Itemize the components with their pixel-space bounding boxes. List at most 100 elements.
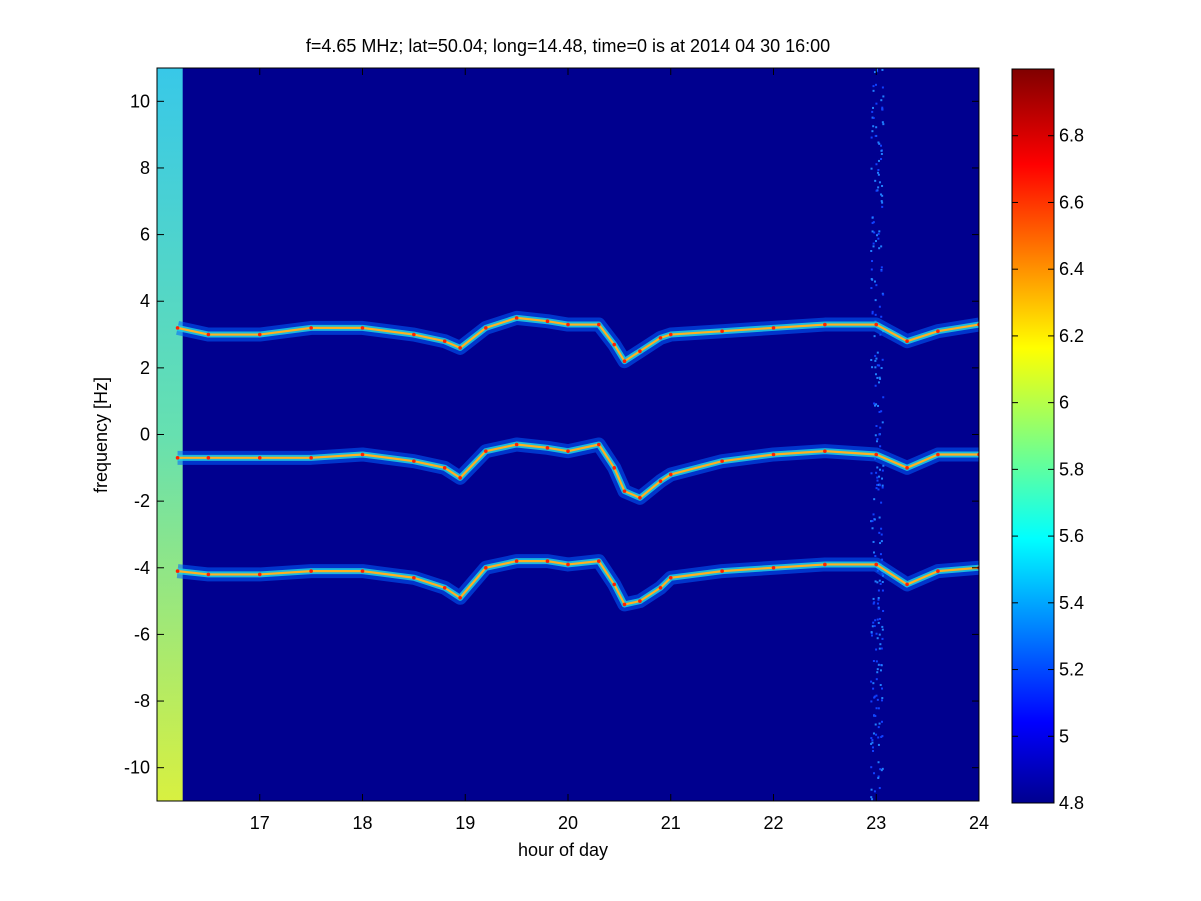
noise-speck: [874, 135, 877, 138]
noise-speck: [871, 278, 874, 281]
trace-point: [823, 449, 827, 453]
noise-speck: [880, 540, 883, 543]
noise-speck: [874, 384, 877, 387]
trace-point: [612, 582, 617, 587]
noise-speck: [871, 739, 874, 742]
noise-speck: [878, 617, 881, 620]
trace-point: [206, 456, 211, 460]
trace-point: [720, 329, 724, 334]
trace-point: [309, 456, 313, 460]
noise-speck: [876, 671, 879, 674]
noise-speck: [881, 86, 884, 89]
noise-speck: [872, 242, 875, 245]
trace-point: [597, 559, 601, 563]
noise-speck: [870, 287, 873, 290]
colorbar-ticks: 4.8 5 5.2 5.4 5.6 5.8 6 6.2 6.4 6.6 6.8: [1012, 126, 1084, 813]
noise-speck: [881, 735, 884, 738]
trace-point: [458, 595, 462, 600]
noise-speck: [881, 767, 884, 770]
noise-speck: [880, 533, 883, 536]
noise-speck: [870, 268, 873, 271]
trace-point: [484, 326, 488, 330]
noise-speck: [871, 130, 874, 133]
noise-speck: [870, 737, 873, 740]
noise-speck: [881, 106, 884, 109]
plot-background: [157, 68, 979, 801]
noise-speck: [880, 152, 883, 155]
trace-point: [257, 572, 262, 577]
noise-speck: [879, 768, 882, 771]
noise-speck: [881, 625, 884, 628]
noise-speck: [871, 106, 874, 109]
noise-speck: [870, 631, 873, 634]
noise-speck: [875, 487, 878, 490]
noise-speck: [877, 488, 880, 491]
trace-point: [771, 565, 776, 570]
noise-speck: [882, 123, 885, 126]
trace-point: [638, 349, 642, 354]
trace-point: [206, 332, 211, 337]
noise-speck: [872, 89, 875, 92]
heatmap-layer: [157, 68, 979, 801]
noise-speck: [876, 476, 879, 479]
noise-speck: [872, 687, 875, 690]
noise-speck: [878, 433, 881, 436]
noise-speck: [881, 469, 884, 472]
x-axis: 17 18 19 20 21 22 23 24: [250, 68, 989, 833]
noise-speck: [875, 68, 878, 71]
noise-speck: [875, 425, 878, 428]
noise-speck: [881, 121, 884, 124]
colorbar-frame: [1011, 68, 1055, 804]
noise-speck: [877, 186, 880, 189]
noise-speck: [878, 787, 881, 790]
noise-speck: [881, 484, 884, 487]
noise-speck: [881, 637, 884, 640]
noise-speck: [880, 699, 883, 702]
colorbar-tick-label: 6.4: [1059, 259, 1084, 279]
noise-speck: [875, 471, 878, 474]
x-tick-label: 22: [763, 813, 783, 833]
noise-speck: [882, 396, 885, 399]
noise-speck: [881, 205, 884, 208]
noise-speck: [876, 479, 879, 482]
trace-point: [668, 332, 673, 337]
noise-speck: [878, 633, 881, 636]
trace-point: [545, 319, 550, 324]
noise-speck: [876, 351, 879, 354]
noise-speck: [876, 602, 879, 605]
noise-speck: [870, 472, 873, 475]
noise-speck: [874, 359, 877, 362]
noise-speck: [871, 366, 874, 369]
noise-speck: [879, 426, 882, 429]
trace-point: [771, 452, 776, 457]
colorbar-gradient: [1012, 69, 1054, 803]
noise-speck: [881, 697, 884, 700]
noise-speck: [880, 245, 883, 248]
noise-speck: [881, 68, 884, 71]
noise-speck: [877, 707, 880, 710]
noise-speck: [875, 660, 878, 663]
noise-speck: [877, 232, 880, 235]
noise-speck: [871, 222, 874, 225]
noise-speck: [878, 364, 881, 367]
noise-speck: [871, 310, 874, 313]
trace-point: [412, 459, 416, 463]
noise-speck: [878, 647, 881, 650]
noise-speck: [880, 158, 883, 161]
noise-speck: [881, 194, 884, 197]
trace-point: [658, 585, 663, 590]
trace-point: [823, 562, 827, 567]
noise-speck: [870, 680, 873, 683]
trace-point: [309, 569, 313, 573]
trace-point: [622, 359, 627, 364]
noise-speck: [874, 723, 877, 726]
noise-speck: [876, 698, 879, 701]
noise-speck: [880, 149, 883, 152]
trace-point: [612, 342, 617, 347]
noise-speck: [880, 315, 883, 318]
noise-speck: [877, 606, 880, 609]
trace-point: [514, 316, 519, 320]
noise-speck: [876, 234, 879, 237]
noise-speck: [872, 85, 875, 88]
